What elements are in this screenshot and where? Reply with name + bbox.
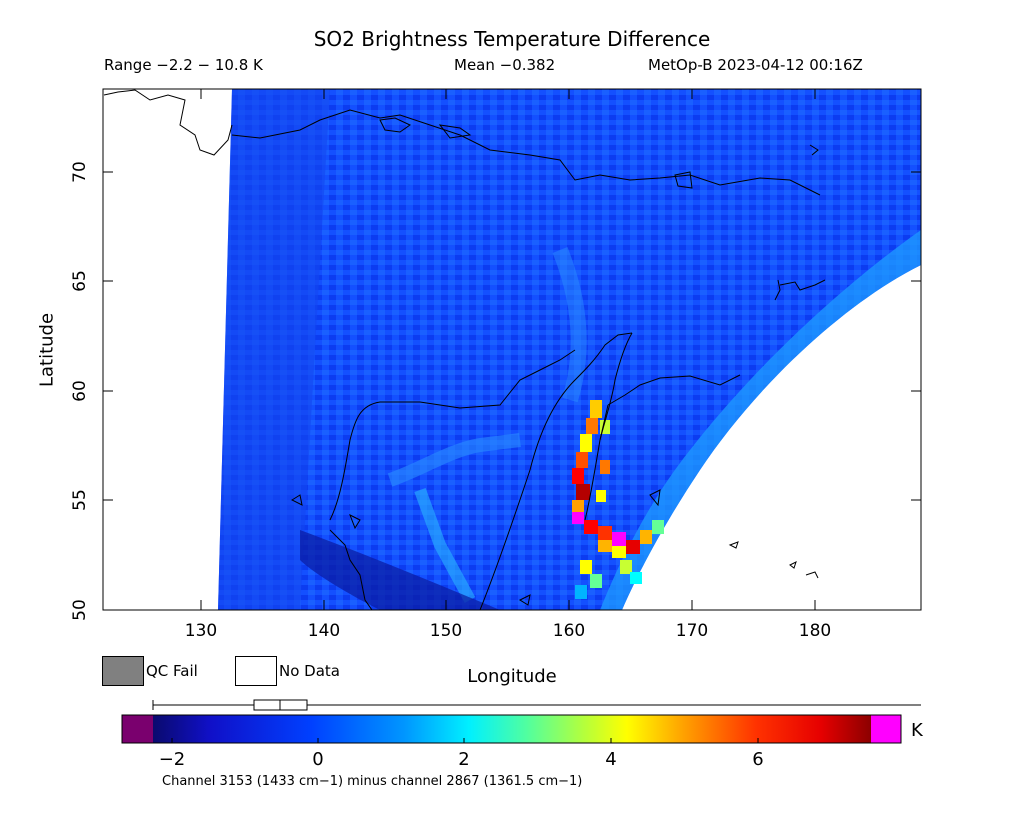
colorbar-unit: K <box>911 720 923 741</box>
xtick-180: 180 <box>798 621 832 641</box>
channel-caption: Channel 3153 (1433 cm−1) minus channel 2… <box>162 774 583 789</box>
cbtick-0: 0 <box>312 749 324 770</box>
ytick-50: 50 <box>70 599 90 621</box>
cbtick-6: 6 <box>752 749 764 770</box>
swath-data <box>218 89 921 610</box>
coastlines <box>103 89 826 610</box>
xtick-130: 130 <box>184 621 218 641</box>
cbtick-minus2: −2 <box>158 749 186 770</box>
xtick-150: 150 <box>429 621 463 641</box>
ytick-70: 70 <box>70 161 90 183</box>
x-axis-ticks <box>200 89 816 610</box>
no-data-swatch <box>235 656 277 686</box>
xtick-170: 170 <box>675 621 709 641</box>
xtick-140: 140 <box>307 621 341 641</box>
qc-fail-label: QC Fail <box>146 662 198 680</box>
x-axis-title: Longitude <box>467 666 557 687</box>
ytick-55: 55 <box>70 489 90 511</box>
cbtick-4: 4 <box>605 749 617 770</box>
qc-fail-swatch <box>102 656 144 686</box>
cbtick-2: 2 <box>458 749 470 770</box>
y-axis-ticks <box>103 171 921 611</box>
ytick-65: 65 <box>70 270 90 292</box>
range-label: Range −2.2 − 10.8 K <box>104 56 263 74</box>
colorbar <box>121 699 921 744</box>
mean-label: Mean −0.382 <box>454 56 556 74</box>
xtick-160: 160 <box>552 621 586 641</box>
y-axis-title: Latitude <box>36 312 58 388</box>
no-data-label: No Data <box>279 662 340 680</box>
ytick-60: 60 <box>70 380 90 402</box>
satellite-label: MetOp-B 2023-04-12 00:16Z <box>648 56 863 74</box>
so2-plume <box>572 400 664 599</box>
chart-title: SO2 Brightness Temperature Difference <box>313 27 711 51</box>
